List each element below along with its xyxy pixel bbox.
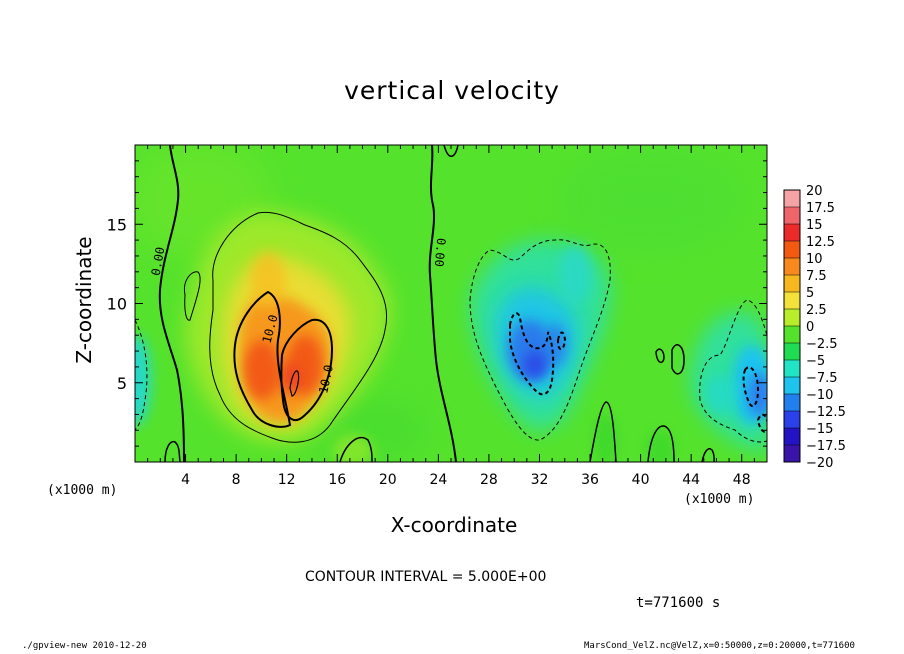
colorbar-swatch [784,360,800,378]
colorbar-swatch [784,445,800,463]
colorbar-label: 7.5 [806,269,827,284]
contour-label: 0.00 [149,246,168,277]
colorbar-swatch [784,275,800,293]
colorbar-label: 12.5 [806,235,835,250]
zero-contour-left [158,145,185,462]
colorbar-label: −17.5 [806,439,846,454]
zero-contour-blob [589,401,617,462]
zero-contour-blob [655,348,665,364]
contour-5-main [209,211,388,443]
y-axis-label: Z-coordinate [72,236,96,364]
y-axis: 5 10 15 [107,160,767,447]
x-unit-label: (x1000 m) [47,483,118,498]
colorbar-label: −10 [806,388,833,403]
colorbar-label: 15 [806,218,823,233]
x-unit-label-right: (x1000 m) [684,492,755,507]
updraft-bump [594,412,618,462]
contour-neg10-center [509,312,555,396]
x-tick-label: 16 [328,472,346,488]
x-tick-label: 44 [682,472,700,488]
contour-neg5-right [699,299,767,443]
time-label: t=771600 s [636,595,721,611]
x-tick-label: 28 [480,472,498,488]
file-line: MarsCond_VelZ.nc@VelZ,x=0:50000,z=0:2000… [584,641,855,651]
downdraft-left [135,335,151,425]
colorbar: 20 17.5 15 12.5 10 7.5 5 2.5 0 −2.5 −5 −7.5 −10 −12.5… [783,184,846,471]
downdraft-right-peak [748,373,767,417]
zero-contour-blob [701,448,715,462]
downdraft-peak [523,351,547,379]
colorbar-label: −12.5 [806,405,846,420]
colorbar-swatch [784,241,800,259]
x-axis: 4 8 12 16 20 24 28 32 36 40 44 48 [147,145,755,488]
colorbar-swatch [784,377,800,395]
y-tick-label: 10 [107,295,127,314]
zero-contour-blob [164,440,181,462]
x-tick-label: 36 [581,472,599,488]
x-tick-label: 20 [379,472,397,488]
downdraft-lobe [559,245,591,305]
colorbar-swatch [784,326,800,344]
contour-neg10-small [557,331,567,351]
chart-title: vertical velocity [344,76,560,105]
contour-10-right [280,318,334,421]
colorbar-swatch [784,411,800,429]
colorbar-swatch [784,224,800,242]
colorbar-swatch [784,292,800,310]
colorbar-label: 20 [806,184,823,199]
zero-contour-center [428,145,457,462]
zero-contour-top [443,145,459,157]
colorbar-label: 5 [806,286,814,301]
updraft-core [244,340,280,400]
contour-10-inner [289,370,300,397]
downdraft-core [543,323,567,367]
x-tick-label: 40 [632,472,650,488]
colorbar-label: −5 [806,354,825,369]
contour-neg5-center [469,239,611,441]
colorbar-label: −2.5 [806,337,838,352]
zero-contour-blob [339,436,373,462]
colorbar-label: −7.5 [806,371,838,386]
colorbar-label: −15 [806,422,833,437]
colorbar-swatch [784,207,800,225]
zero-contour-blob [647,425,675,462]
contour-label: 0.00 [432,237,448,267]
zero-contour-blob [671,344,685,375]
colorbar-label: 10 [806,252,823,267]
colorbar-label: 17.5 [806,201,835,216]
colorbar-swatch [784,258,800,276]
colorbar-label: 2.5 [806,303,827,318]
x-tick-label: 8 [232,472,241,488]
y-tick-label: 15 [107,215,127,234]
x-tick-label: 48 [733,472,751,488]
program-line: ./gpview-new 2010-12-20 [22,641,147,651]
velocity-field: 0.00 0.00 10.0 10.0 [135,145,767,462]
colorbar-swatch [784,309,800,327]
colorbar-label: 0 [806,320,814,335]
contour-neg5-left [135,319,148,431]
x-tick-label: 32 [531,472,549,488]
x-tick-label: 4 [181,472,190,488]
updraft-peak [280,362,300,394]
x-tick-label: 24 [429,472,447,488]
colorbar-swatch [784,190,800,208]
downdraft-right-patch [704,375,736,415]
colorbar-swatch [784,428,800,446]
y-tick-label: 5 [117,374,127,393]
colorbar-label: −20 [806,456,833,471]
contour-5-blob [183,271,201,321]
colorbar-swatch [784,394,800,412]
contour-neg10-right [742,366,760,408]
contour-label: 10.0 [316,364,336,395]
colorbar-swatch [784,343,800,361]
contour-interval: CONTOUR INTERVAL = 5.000E+00 [305,569,547,585]
x-tick-label: 12 [278,472,296,488]
field-patch [560,150,740,250]
x-axis-label: X-coordinate [390,513,518,537]
updraft-secondary [250,252,286,308]
